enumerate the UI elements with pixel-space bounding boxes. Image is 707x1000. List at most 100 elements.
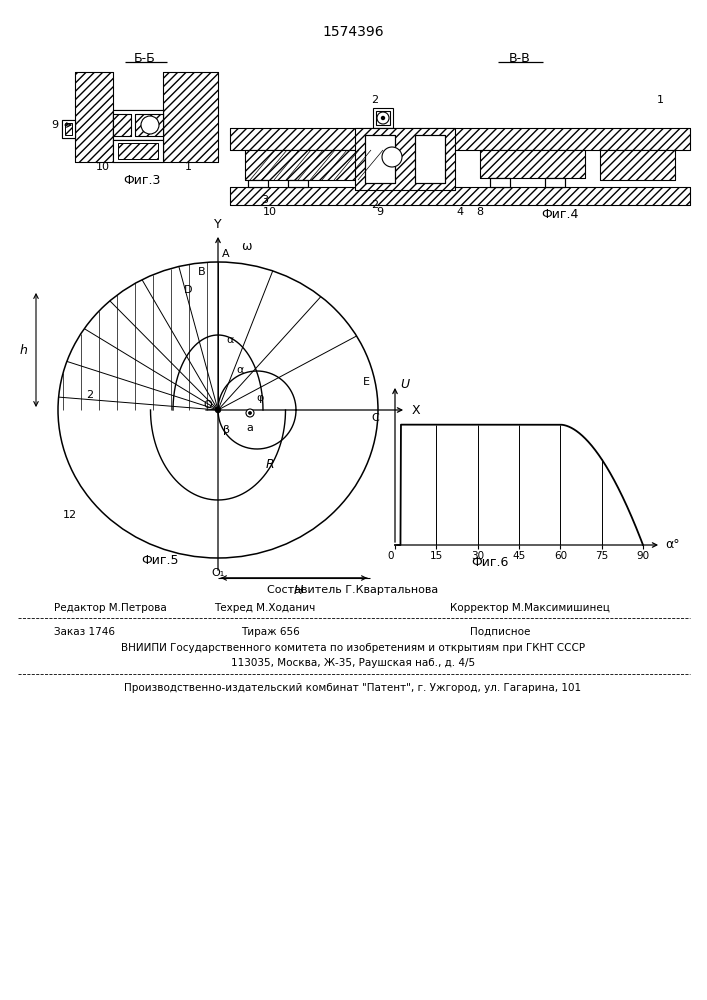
Bar bbox=[65, 123, 72, 135]
Text: H: H bbox=[293, 584, 303, 596]
Text: R: R bbox=[266, 458, 274, 472]
Text: Y: Y bbox=[214, 219, 222, 232]
Text: α: α bbox=[226, 335, 234, 345]
Bar bbox=[376, 111, 390, 125]
Bar bbox=[480, 150, 585, 178]
Text: 45: 45 bbox=[513, 551, 525, 561]
Bar bbox=[545, 178, 565, 187]
Text: Фиг.4: Фиг.4 bbox=[542, 209, 579, 222]
Text: a: a bbox=[247, 423, 253, 433]
Text: Б-Б: Б-Б bbox=[134, 51, 156, 64]
Text: Составитель Г.Квартальнова: Составитель Г.Квартальнова bbox=[267, 585, 438, 595]
Text: E: E bbox=[363, 377, 370, 387]
Text: 3: 3 bbox=[262, 195, 269, 205]
Text: Заказ 1746: Заказ 1746 bbox=[54, 627, 115, 637]
Text: α: α bbox=[236, 365, 244, 375]
Text: Корректор М.Максимишинец: Корректор М.Максимишинец bbox=[450, 603, 610, 613]
Bar bbox=[113, 114, 131, 136]
Text: 4: 4 bbox=[457, 207, 464, 217]
Bar bbox=[113, 114, 131, 136]
Circle shape bbox=[377, 112, 389, 124]
Bar bbox=[135, 114, 163, 136]
Bar bbox=[113, 140, 163, 162]
Circle shape bbox=[216, 408, 221, 412]
Text: 9: 9 bbox=[376, 207, 384, 217]
Text: 10: 10 bbox=[96, 162, 110, 172]
Text: Фиг.3: Фиг.3 bbox=[123, 174, 160, 186]
Circle shape bbox=[246, 409, 254, 417]
Bar bbox=[230, 187, 690, 205]
Text: 2: 2 bbox=[371, 200, 378, 210]
Text: h: h bbox=[20, 344, 28, 357]
Text: 15: 15 bbox=[430, 551, 443, 561]
Bar bbox=[230, 187, 690, 205]
Text: 2: 2 bbox=[371, 95, 378, 105]
Text: 30: 30 bbox=[471, 551, 484, 561]
Circle shape bbox=[382, 147, 402, 167]
Text: 1574396: 1574396 bbox=[322, 25, 384, 39]
Bar bbox=[245, 150, 360, 180]
Text: 0: 0 bbox=[387, 551, 395, 561]
Bar bbox=[480, 150, 585, 178]
Text: ВНИИПИ Государственного комитета по изобретениям и открытиям при ГКНТ СССР: ВНИИПИ Государственного комитета по изоб… bbox=[121, 643, 585, 653]
Bar bbox=[248, 180, 268, 187]
Bar bbox=[373, 108, 393, 128]
Bar bbox=[163, 72, 218, 162]
Bar bbox=[135, 114, 163, 136]
Text: Фиг.6: Фиг.6 bbox=[472, 556, 509, 570]
Bar bbox=[113, 140, 163, 162]
Bar bbox=[248, 180, 268, 187]
Text: 10: 10 bbox=[263, 207, 277, 217]
Text: β: β bbox=[223, 425, 230, 435]
Bar bbox=[230, 128, 690, 150]
Bar bbox=[600, 150, 675, 180]
Bar bbox=[490, 178, 510, 187]
Text: O: O bbox=[204, 400, 212, 410]
Text: A: A bbox=[222, 249, 230, 259]
Circle shape bbox=[141, 116, 159, 134]
Bar bbox=[75, 72, 113, 162]
Text: X: X bbox=[411, 403, 421, 416]
Text: D: D bbox=[184, 285, 192, 295]
Bar bbox=[113, 110, 163, 140]
Text: Подписное: Подписное bbox=[470, 627, 530, 637]
Text: 113035, Москва, Ж-35, Раушская наб., д. 4/5: 113035, Москва, Ж-35, Раушская наб., д. … bbox=[231, 658, 475, 668]
Text: Тираж 656: Тираж 656 bbox=[240, 627, 299, 637]
Bar bbox=[75, 72, 113, 162]
Text: 2: 2 bbox=[86, 390, 93, 400]
Text: 60: 60 bbox=[554, 551, 567, 561]
Bar bbox=[355, 128, 455, 190]
Text: 90: 90 bbox=[636, 551, 650, 561]
Bar bbox=[490, 178, 510, 187]
Text: U: U bbox=[400, 378, 409, 391]
Text: В-В: В-В bbox=[509, 51, 531, 64]
Text: 1: 1 bbox=[185, 162, 192, 172]
Text: 75: 75 bbox=[595, 551, 608, 561]
Text: Фиг.5: Фиг.5 bbox=[141, 554, 179, 566]
Text: α°: α° bbox=[666, 538, 680, 552]
Bar bbox=[545, 178, 565, 187]
Text: 1: 1 bbox=[657, 95, 663, 105]
Bar bbox=[365, 135, 395, 183]
Circle shape bbox=[249, 412, 251, 414]
Text: Производственно-издательский комбинат "Патент", г. Ужгород, ул. Гагарина, 101: Производственно-издательский комбинат "П… bbox=[124, 683, 582, 693]
Text: φ: φ bbox=[257, 393, 264, 403]
Bar bbox=[230, 128, 690, 150]
Bar bbox=[62, 120, 75, 138]
Bar bbox=[355, 128, 455, 190]
Circle shape bbox=[382, 116, 385, 119]
Text: 12: 12 bbox=[63, 510, 77, 520]
Text: Редактор М.Петрова: Редактор М.Петрова bbox=[54, 603, 166, 613]
Bar bbox=[113, 110, 163, 140]
Text: 8: 8 bbox=[477, 207, 484, 217]
Bar bbox=[245, 150, 360, 180]
Text: 9: 9 bbox=[52, 120, 59, 130]
Bar bbox=[118, 143, 158, 159]
Text: O₁: O₁ bbox=[211, 568, 225, 578]
Text: B: B bbox=[198, 267, 206, 277]
Text: ω: ω bbox=[241, 240, 251, 253]
Bar bbox=[415, 135, 445, 183]
Bar bbox=[62, 120, 75, 138]
Bar bbox=[288, 180, 308, 187]
Text: Техред М.Ходанич: Техред М.Ходанич bbox=[214, 603, 315, 613]
